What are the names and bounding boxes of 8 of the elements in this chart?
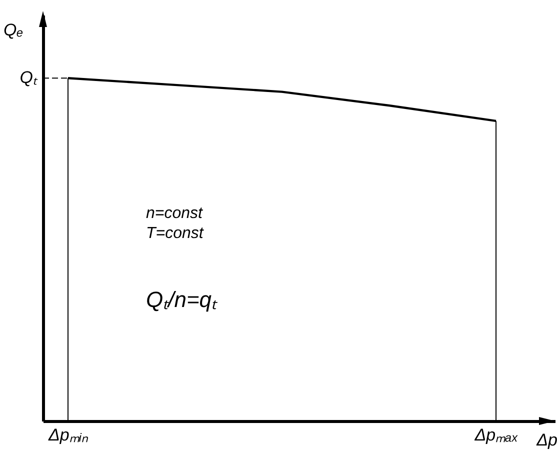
x-tick-label: Δpₘₐₓ: [474, 426, 519, 444]
x-axis-title: Δp: [536, 430, 557, 450]
annotation: T=const: [146, 225, 204, 242]
x-tick-label: Δpₘᵢₙ: [48, 426, 88, 444]
annotation: n=const: [146, 205, 204, 222]
y-axis-title: Qₑ: [4, 20, 24, 40]
ref-line-label: Qₜ: [20, 68, 38, 88]
annotation: Qₜ/n=qₜ: [146, 287, 219, 312]
